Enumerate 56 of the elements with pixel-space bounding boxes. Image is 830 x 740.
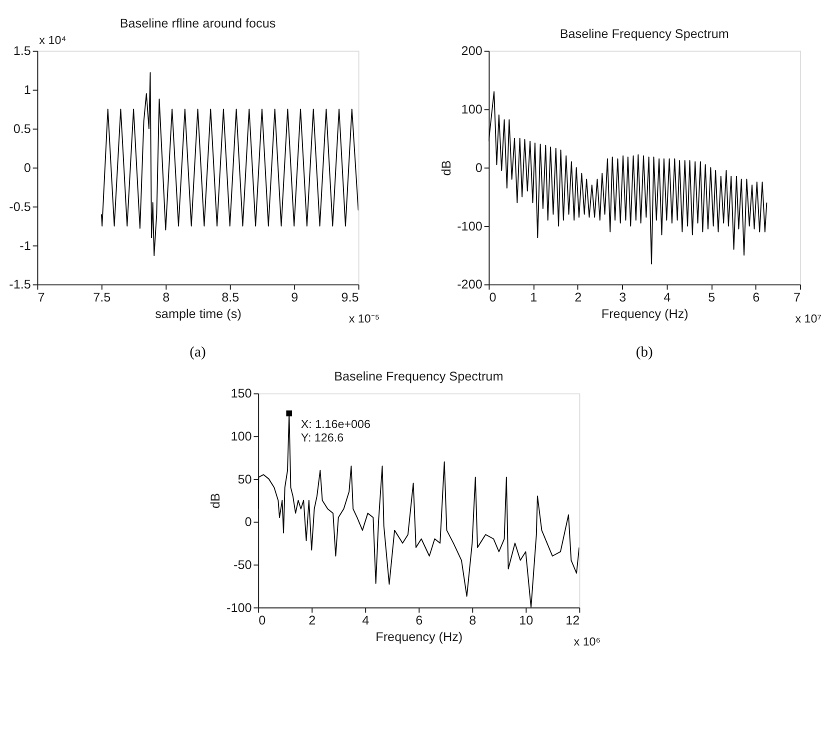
x-tick-label: 5 (708, 290, 716, 304)
text: (a) (190, 344, 206, 360)
y-tick-label: -1.5 (9, 278, 31, 292)
y-axis-title: dB (439, 160, 454, 176)
y-tick-label: 150 (230, 386, 252, 401)
x-tick-label: 12 (566, 613, 580, 628)
x-tick-label: 10 (519, 613, 534, 628)
y-tick-label: 50 (238, 472, 252, 486)
y-axis-title: dB (208, 493, 223, 509)
text: x 10⁻⁵ (348, 312, 380, 326)
chart-title: Baseline Frequency Spectrum (560, 27, 729, 42)
line-series (100, 72, 358, 256)
chart-title: Baseline rfline around focus (120, 16, 276, 30)
y-tick-label: -0.5 (9, 200, 31, 214)
y-tick-label: -100 (457, 219, 482, 234)
annotation: X: 1.16e+006 Y: 126.6 (300, 418, 370, 445)
x-tick-label: 4 (664, 290, 671, 304)
x-tick-label: 4 (362, 613, 370, 628)
y-tick-label: 100 (461, 102, 482, 117)
y-tick-label: 200 (461, 44, 482, 58)
y-tick-label: -100 (226, 600, 252, 615)
y-tick-label: 0 (475, 160, 482, 175)
x-tick-label: 6 (416, 613, 423, 628)
y-tick-label: 0.5 (13, 122, 31, 136)
line-series (488, 91, 768, 264)
x-axis-title: Frequency (Hz) (376, 630, 463, 644)
x-tick-label: 8 (162, 290, 170, 304)
text: (b) (636, 344, 654, 360)
text: x 10⁷ (795, 312, 822, 326)
y-tick-label: -1 (20, 238, 31, 253)
x-tick-label: 9 (291, 290, 298, 304)
x-tick-label: 2 (308, 613, 316, 628)
y-tick-label: 100 (230, 430, 252, 444)
y-tick-label: -200 (457, 278, 482, 292)
y-tick-label: 0 (244, 515, 252, 530)
x-axis-title: sample time (s) (155, 306, 242, 321)
x-tick-label: 6 (752, 290, 760, 304)
x-tick-label: 2 (574, 290, 582, 304)
x-axis-title: Frequency (Hz) (601, 306, 688, 321)
text: x 10⁶ (574, 635, 601, 648)
y-tick-label: 1 (24, 83, 31, 98)
text: x 10⁴ (39, 34, 66, 47)
x-tick-label: 0 (489, 290, 496, 304)
x-tick-label: 0 (258, 613, 266, 628)
x-tick-label: 8 (469, 613, 476, 628)
chart-title: Baseline Frequency Spectrum (334, 370, 504, 384)
y-tick-label: -50 (234, 558, 252, 572)
x-tick-label: 7.5 (93, 290, 111, 304)
x-tick-label: 3 (619, 290, 626, 304)
x-tick-label: 7 (794, 290, 801, 304)
x-tick-label: 1 (530, 290, 538, 304)
x-tick-label: 7 (38, 290, 45, 304)
y-tick-label: 1.5 (13, 44, 31, 58)
x-tick-label: 9.5 (341, 290, 359, 304)
x-tick-label: 8.5 (222, 290, 240, 304)
y-tick-label: 0 (24, 160, 31, 175)
